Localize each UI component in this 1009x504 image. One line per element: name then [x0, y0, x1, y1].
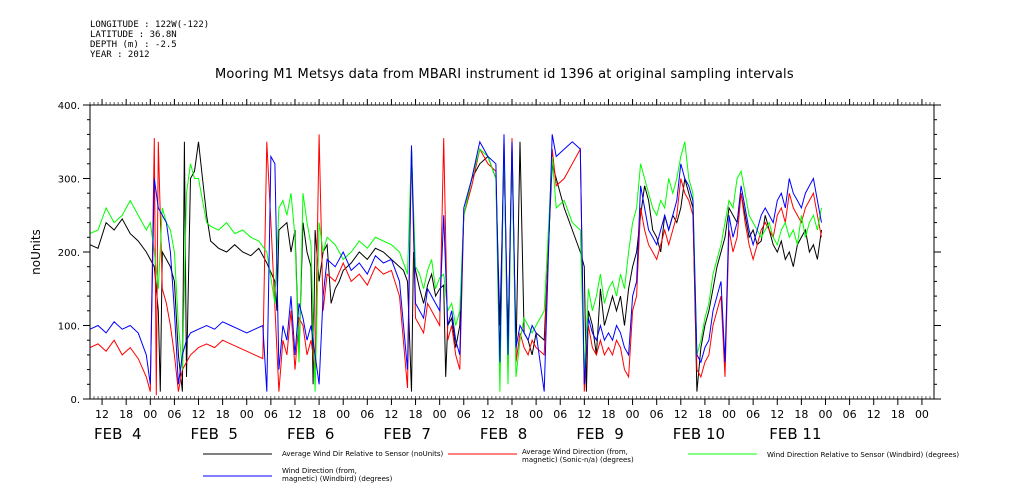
x-tick-label: 18: [601, 408, 615, 421]
y-tick-label: 200.: [58, 248, 80, 259]
x-tick-label: 12: [384, 408, 398, 421]
y-tick-label: 0.: [70, 395, 80, 406]
latitude-text: LATITUDE : 36.8N: [90, 30, 177, 40]
x-tick-label: 06: [746, 408, 760, 421]
x-tick-label: 00: [818, 408, 832, 421]
x-tick-label: 06: [457, 408, 471, 421]
date-label: FEB 10: [673, 425, 725, 443]
x-tick-label: 12: [95, 408, 109, 421]
year-text: YEAR : 2012: [90, 50, 150, 60]
x-tick-label: 00: [240, 408, 254, 421]
x-tick-label: 06: [843, 408, 857, 421]
series-line-1: [90, 134, 822, 396]
x-tick-label: 18: [698, 408, 712, 421]
x-tick-label: 18: [312, 408, 326, 421]
x-tick-label: 06: [553, 408, 567, 421]
x-tick-label: 18: [505, 408, 519, 421]
x-tick-label: 18: [216, 408, 230, 421]
x-tick-label: 12: [577, 408, 591, 421]
x-tick-label: 00: [529, 408, 543, 421]
date-label: FEB 11: [769, 425, 821, 443]
y-tick-label: 400.: [58, 101, 80, 112]
date-label: FEB 7: [383, 425, 430, 443]
metadata-block: LONGITUDE : 122W(-122) LATITUDE : 36.8N …: [90, 20, 209, 60]
date-label: FEB 6: [287, 425, 334, 443]
x-tick-label: 12: [867, 408, 881, 421]
legend-label-2: Wind Direction Relative to Sensor (Windb…: [767, 451, 960, 459]
x-tick-label: 00: [915, 408, 929, 421]
depth-text: DEPTH (m) : -2.5: [90, 40, 177, 50]
x-tick-label: 06: [360, 408, 374, 421]
y-tick-label: 100.: [58, 322, 80, 333]
date-label: FEB 5: [191, 425, 238, 443]
date-label: FEB 9: [576, 425, 623, 443]
x-tick-label: 12: [288, 408, 302, 421]
date-label: FEB 8: [480, 425, 527, 443]
x-tick-label: 06: [264, 408, 278, 421]
x-tick-label: 00: [143, 408, 157, 421]
x-tick-label: 12: [770, 408, 784, 421]
x-tick-label: 06: [650, 408, 664, 421]
series-line-3: [90, 134, 822, 392]
series-line-0: [90, 141, 822, 392]
chart-title: Mooring M1 Metsys data from MBARI instru…: [215, 67, 794, 82]
y-tick-label: 300.: [58, 175, 80, 186]
x-tick-label: 00: [336, 408, 350, 421]
x-tick-label: 18: [891, 408, 905, 421]
x-tick-label: 00: [433, 408, 447, 421]
x-tick-label: 12: [674, 408, 688, 421]
x-tick-label: 06: [167, 408, 181, 421]
x-tick-label: 18: [794, 408, 808, 421]
date-label: FEB 4: [94, 425, 141, 443]
x-tick-label: 00: [722, 408, 736, 421]
x-tick-label: 12: [192, 408, 206, 421]
legend-label-0: Average Wind Dir Relative to Sensor (noU…: [282, 450, 444, 458]
x-tick-label: 00: [626, 408, 640, 421]
x-tick-label: 18: [409, 408, 423, 421]
x-tick-label: 12: [481, 408, 495, 421]
x-tick-label: 18: [119, 408, 133, 421]
legend-label-1: Average Wind Direction (from, magnetic) …: [522, 448, 634, 464]
legend-label-3: Wind Direction (from, magnetic) (Windbir…: [282, 467, 393, 483]
longitude-text: LONGITUDE : 122W(-122): [90, 20, 210, 30]
